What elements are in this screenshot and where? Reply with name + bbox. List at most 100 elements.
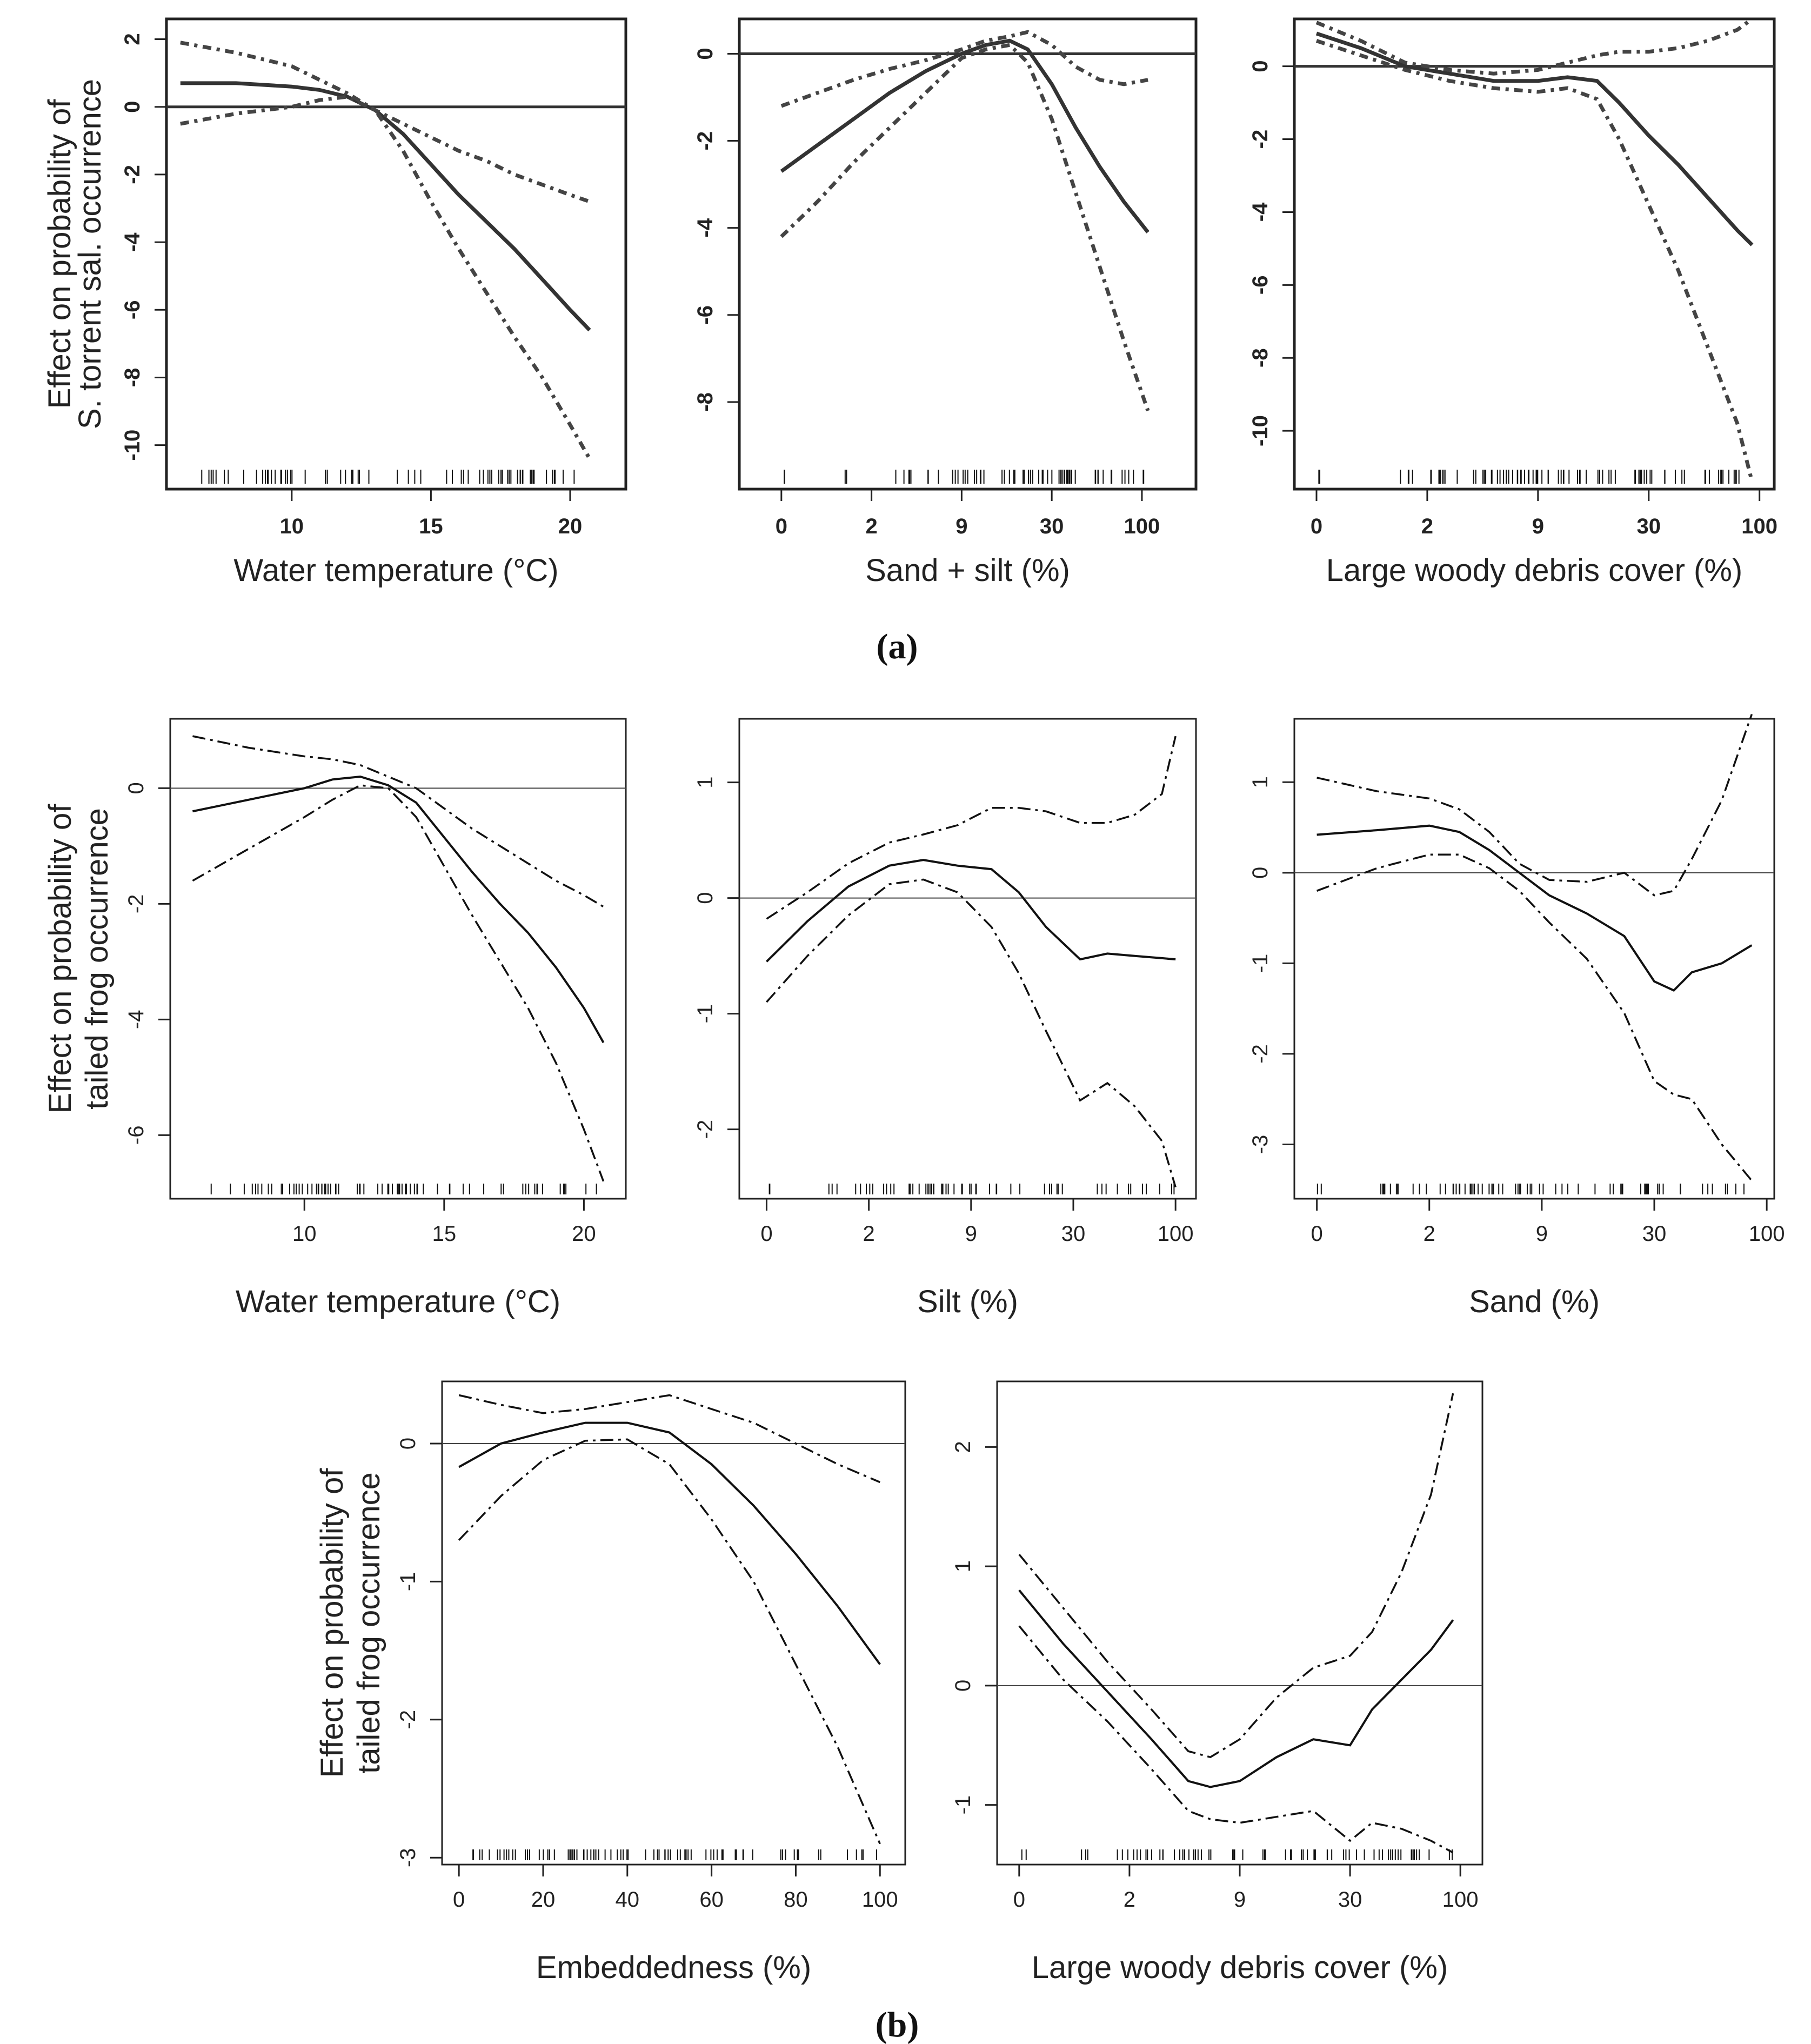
x-tick-label: 9: [1536, 1222, 1548, 1246]
y-tick-label: 1: [1248, 776, 1272, 788]
upper-confidence-line: [1317, 714, 1753, 897]
plot-frame: [169, 718, 627, 1200]
y-tick-label: -6: [124, 1126, 148, 1145]
y-tick-label: 0: [124, 782, 148, 794]
x-tick-label: 30: [1061, 1222, 1086, 1246]
fitted-effect-line: [780, 38, 1150, 233]
chart-b5: 0 2 9 30 100 2 1 0 -1 Large woody debris cover (%…: [951, 1380, 1483, 1985]
x-tick-label: 100: [1741, 515, 1777, 538]
fitted-effect-line: [1317, 824, 1753, 992]
x-tick-label: 30: [1642, 1222, 1667, 1246]
y-tick-label: -2: [1248, 1044, 1272, 1064]
y-tick-label: -3: [1248, 1135, 1272, 1154]
x-tick-label: 80: [784, 1888, 808, 1912]
fitted-effect-line: [765, 859, 1176, 963]
y-tick-label: 0: [1248, 61, 1272, 72]
plot-frame: [1293, 17, 1776, 491]
x-tick-label: 100: [1124, 515, 1160, 538]
x-axis-label: Silt (%): [917, 1284, 1018, 1319]
fitted-effect-line: [192, 775, 605, 1044]
y-tick-label: -8: [121, 368, 144, 388]
x-tick-label: 0: [1013, 1888, 1025, 1912]
upper-confidence-line: [192, 735, 604, 908]
fitted-effect-line: [1018, 1589, 1454, 1788]
x-tick-label: 40: [616, 1888, 640, 1912]
y-axis-label: Effect on probability ofS. torrent sal. …: [42, 79, 108, 429]
x-tick-label: 30: [1637, 515, 1661, 538]
x-tick-label: 9: [965, 1222, 977, 1246]
y-tick-label: -2: [1248, 130, 1272, 149]
x-axis-label: Water temperature (°C): [233, 553, 558, 588]
x-tick-label: 9: [955, 515, 967, 538]
x-tick-label: 0: [1311, 1222, 1323, 1246]
plot-frame: [441, 1380, 906, 1866]
y-tick-label: 2: [121, 33, 144, 45]
y-tick-label: -10: [121, 430, 144, 461]
fitted-effect-line: [1315, 31, 1754, 246]
x-tick-label: 15: [432, 1222, 457, 1246]
y-tick-label: 1: [951, 1560, 975, 1572]
y-tick-label: 0: [1248, 867, 1272, 879]
chart-b4: 0 20 40 60 80 100 0 -1 -2 -3 Embeddedness (%) Effec…: [315, 1380, 906, 1985]
y-tick-label: 0: [121, 101, 144, 113]
x-tick-label: 0: [776, 515, 787, 538]
y-tick-label: -1: [693, 1004, 717, 1024]
y-tick-label: -8: [693, 392, 717, 412]
x-tick-label: 100: [1749, 1222, 1785, 1246]
x-tick-label: 0: [1311, 515, 1322, 538]
x-axis-label: Large woody debris cover (%): [1032, 1950, 1448, 1985]
y-tick-label: -2: [693, 1120, 717, 1139]
x-axis-label: Embeddedness (%): [536, 1950, 811, 1985]
y-tick-label: 0: [693, 48, 717, 59]
x-tick-label: 2: [1124, 1888, 1135, 1912]
chart-b1: 10 15 20 0 -2 -4 -6 Water temperature (°C) Effec…: [43, 718, 627, 1319]
plot-frame: [996, 1380, 1483, 1866]
x-tick-label: 15: [419, 515, 443, 538]
lower-confidence-line: [1018, 1625, 1454, 1854]
plot-frame: [165, 17, 627, 491]
x-tick-label: 2: [865, 515, 877, 538]
lower-confidence-line: [766, 878, 1177, 1188]
y-tick-label: -10: [1248, 415, 1272, 446]
y-tick-label: -2: [121, 165, 144, 184]
chart-b2: 0 2 9 30 100 1 0 -1 -2 Silt (%): [693, 718, 1197, 1319]
y-tick-label: -1: [1248, 954, 1272, 973]
y-tick-label: -4: [693, 218, 717, 237]
upper-confidence-line: [180, 41, 591, 204]
x-axis-label: Sand (%): [1469, 1284, 1600, 1319]
y-axis-label: Effect on probability oftailed frog occu…: [315, 1468, 386, 1778]
x-tick-label: 30: [1040, 515, 1064, 538]
y-tick-label: -2: [124, 894, 148, 914]
x-tick-label: 9: [1234, 1888, 1246, 1912]
y-tick-label: 0: [693, 892, 717, 904]
y-axis-label: Effect on probability oftailed frog occu…: [43, 804, 115, 1114]
plot-frame: [1293, 718, 1775, 1200]
upper-confidence-line: [766, 736, 1177, 920]
y-tick-label: -6: [693, 305, 717, 325]
chart-a2: 0 2 9 30 100 0 -2 -4 -6 -8 Sand + silt (%): [693, 17, 1198, 588]
lower-confidence-line: [1316, 853, 1753, 1181]
lower-confidence-line: [1315, 39, 1754, 483]
part-b-label: (b): [876, 2005, 919, 2044]
x-axis-label: Sand + silt (%): [865, 553, 1070, 588]
x-tick-label: 100: [1442, 1888, 1479, 1912]
lower-confidence-line: [192, 784, 605, 1182]
y-tick-label: -6: [121, 300, 144, 319]
x-tick-label: 2: [863, 1222, 875, 1246]
y-tick-label: -2: [693, 131, 717, 151]
y-tick-label: -4: [1248, 202, 1272, 222]
chart-a3: 0 2 9 30 100 0 -2 -4 -6 -8 -10 Large woody debris c…: [1248, 17, 1777, 588]
x-tick-label: 0: [453, 1888, 465, 1912]
lower-confidence-line: [458, 1438, 881, 1845]
upper-confidence-line: [1018, 1393, 1454, 1759]
upper-confidence-line: [780, 30, 1148, 108]
y-tick-label: 0: [951, 1680, 975, 1692]
x-tick-label: 100: [1158, 1222, 1194, 1246]
lower-confidence-line: [780, 43, 1150, 412]
y-tick-label: -3: [396, 1848, 420, 1867]
upper-confidence-line: [458, 1394, 880, 1484]
x-tick-label: 30: [1338, 1888, 1362, 1912]
x-tick-label: 0: [760, 1222, 772, 1246]
